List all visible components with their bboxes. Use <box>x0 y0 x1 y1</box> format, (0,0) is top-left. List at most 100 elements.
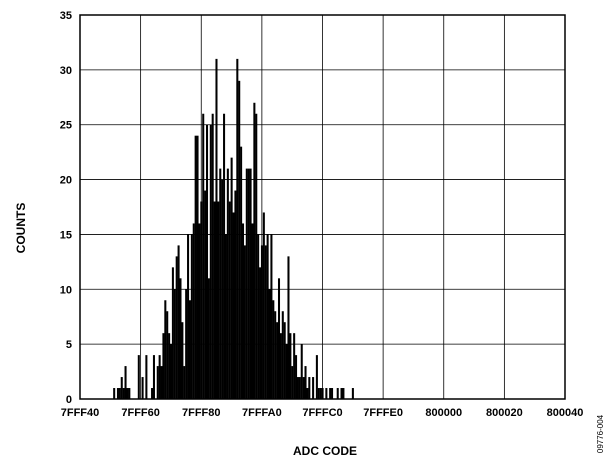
histogram-bar <box>211 113 214 399</box>
y-tick-label: 35 <box>60 10 72 22</box>
histogram-bar <box>124 366 127 399</box>
histogram-bar <box>196 135 199 399</box>
histogram-bar <box>183 366 186 399</box>
histogram-bar <box>295 355 298 399</box>
histogram-bar <box>156 366 159 399</box>
x-tick-label: 7FFF60 <box>121 407 160 419</box>
histogram-bar <box>236 58 239 400</box>
x-tick-label: 7FFFC0 <box>302 407 342 419</box>
x-tick-label: 7FFF80 <box>182 407 221 419</box>
histogram-bar <box>169 344 173 399</box>
x-tick-label: 800000 <box>425 407 462 419</box>
histogram-bar <box>253 102 256 400</box>
histogram-bar <box>179 278 182 399</box>
histogram-bar <box>241 223 245 399</box>
histogram-bar <box>276 322 279 399</box>
histogram-bar <box>279 333 282 399</box>
histogram-bar <box>204 190 207 399</box>
histogram-bar <box>175 256 178 399</box>
histogram-bar <box>281 311 284 399</box>
histogram-bar <box>152 355 155 399</box>
histogram-bar <box>116 388 119 399</box>
histogram-bar <box>251 223 254 399</box>
histogram-bar <box>257 234 260 399</box>
histogram-bar <box>205 124 209 399</box>
histogram-bar <box>177 245 180 399</box>
histogram-bar <box>198 223 201 399</box>
histogram-bar <box>164 300 167 399</box>
histogram-bars <box>113 58 354 400</box>
histogram-bar <box>141 377 144 399</box>
y-axis-title: COUNTS <box>14 203 28 254</box>
histogram-bar <box>298 377 301 399</box>
x-axis-title: ADC CODE <box>293 444 357 458</box>
histogram-bar <box>270 234 273 399</box>
histogram-bar <box>266 234 269 399</box>
histogram-bar <box>228 201 231 399</box>
histogram-bar <box>259 267 262 399</box>
histogram-bar <box>137 355 140 399</box>
histogram-bar <box>308 377 311 399</box>
y-tick-label: 10 <box>60 284 72 296</box>
y-tick-labels: 0 5 10 15 20 25 30 35 <box>60 10 72 406</box>
histogram-bar <box>158 355 161 399</box>
histogram-bar <box>230 157 233 399</box>
histogram-bar <box>274 311 277 399</box>
x-tick-label: 7FFFA0 <box>242 407 282 419</box>
histogram-bar <box>329 388 332 399</box>
histogram-bar <box>262 212 265 399</box>
y-tick-label: 0 <box>66 394 72 406</box>
histogram-bar <box>272 300 275 399</box>
histogram-bar <box>268 289 271 399</box>
histogram-bar <box>319 388 322 399</box>
y-tick-label: 20 <box>60 175 72 187</box>
histogram-bar <box>209 124 212 399</box>
histogram-bar <box>291 366 294 399</box>
histogram-bar <box>340 388 343 399</box>
histogram-bar <box>118 388 121 399</box>
histogram-bar <box>249 168 252 399</box>
y-tick-label: 5 <box>66 339 72 351</box>
histogram-bar <box>306 388 309 399</box>
histogram-bar <box>289 333 292 399</box>
histogram-bar <box>145 355 148 399</box>
histogram-bar <box>238 80 241 399</box>
histogram-bar <box>126 388 129 399</box>
x-tick-label: 800040 <box>547 407 584 419</box>
histogram-bar <box>336 388 339 399</box>
histogram-bar <box>200 201 203 399</box>
x-tick-label: 800020 <box>486 407 523 419</box>
plot-frame <box>79 14 566 400</box>
histogram-bar <box>219 168 222 399</box>
histogram-bar <box>293 333 296 399</box>
histogram-bar <box>247 168 250 399</box>
histogram-bar <box>162 333 165 399</box>
histogram-bar <box>312 377 315 399</box>
histogram-bar <box>331 388 334 399</box>
histogram-bar <box>321 388 324 399</box>
histogram-bar <box>166 311 169 399</box>
histogram-bar <box>285 344 288 399</box>
histogram-bar <box>120 377 123 399</box>
histogram-bar <box>151 388 154 399</box>
histogram-bar <box>325 388 328 399</box>
histogram-bar <box>221 179 224 399</box>
histogram-bar <box>245 168 248 399</box>
histogram-bar <box>283 322 286 399</box>
histogram-bar <box>128 388 131 399</box>
histogram-bar <box>342 388 345 399</box>
histogram-bar <box>217 201 220 399</box>
histogram-bar <box>234 190 237 399</box>
histogram-bar <box>168 333 171 399</box>
histogram-bar <box>296 377 299 399</box>
histogram-bar <box>194 135 197 399</box>
histogram-bar <box>224 234 227 399</box>
histogram-bar <box>202 113 205 399</box>
histogram-bar <box>185 289 188 399</box>
grid-lines <box>79 14 566 400</box>
histogram-bar <box>173 289 176 399</box>
histogram-bar <box>122 388 125 399</box>
figure-code: 09776-004 <box>596 414 605 453</box>
y-tick-label: 15 <box>60 229 72 241</box>
histogram-bar <box>113 388 116 399</box>
